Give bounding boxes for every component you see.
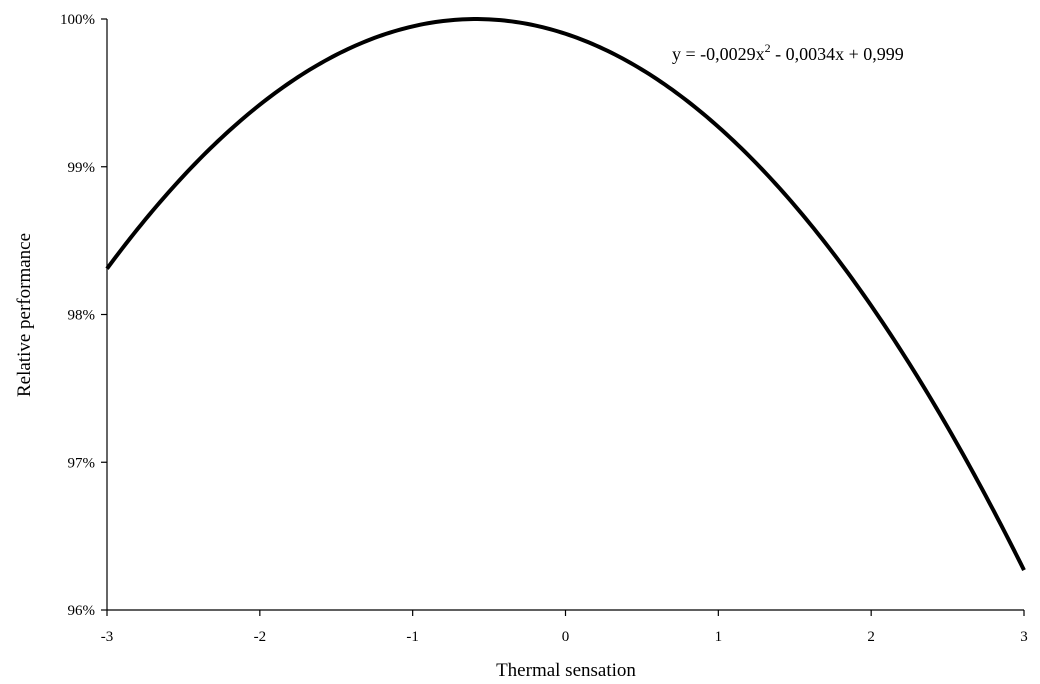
y-tick-label: 97% <box>68 455 96 471</box>
y-tick-label: 99% <box>68 160 96 176</box>
y-tick-label: 100% <box>60 12 95 28</box>
y-ticks: 96% 97% 98% 99% 100% <box>60 12 107 619</box>
x-axis-title: Thermal sensation <box>496 660 636 681</box>
x-tick-label: -3 <box>101 629 114 645</box>
y-axis-title: Relative performance <box>14 233 35 397</box>
series-line <box>105 17 1026 572</box>
trendline-equation: y = -0,0029x2 - 0,0034x + 0,999 <box>672 41 904 64</box>
axes <box>106 19 1024 611</box>
x-tick-label: -2 <box>254 629 267 645</box>
equation-term1: -0,0029x <box>700 44 765 64</box>
x-tick-label: 1 <box>715 629 723 645</box>
y-tick-label: 96% <box>68 603 96 619</box>
equation-exponent: 2 <box>765 41 771 55</box>
x-tick-label: -1 <box>406 629 419 645</box>
equation-lhs: y = <box>672 44 700 64</box>
y-tick-label: 98% <box>68 308 96 324</box>
x-tick-label: 0 <box>562 629 570 645</box>
x-ticks: -3 -2 -1 0 1 2 3 <box>101 610 1028 645</box>
x-tick-label: 2 <box>867 629 875 645</box>
series-group <box>105 17 1026 572</box>
x-tick-label: 3 <box>1020 629 1028 645</box>
equation-rest: - 0,0034x + 0,999 <box>771 44 904 64</box>
